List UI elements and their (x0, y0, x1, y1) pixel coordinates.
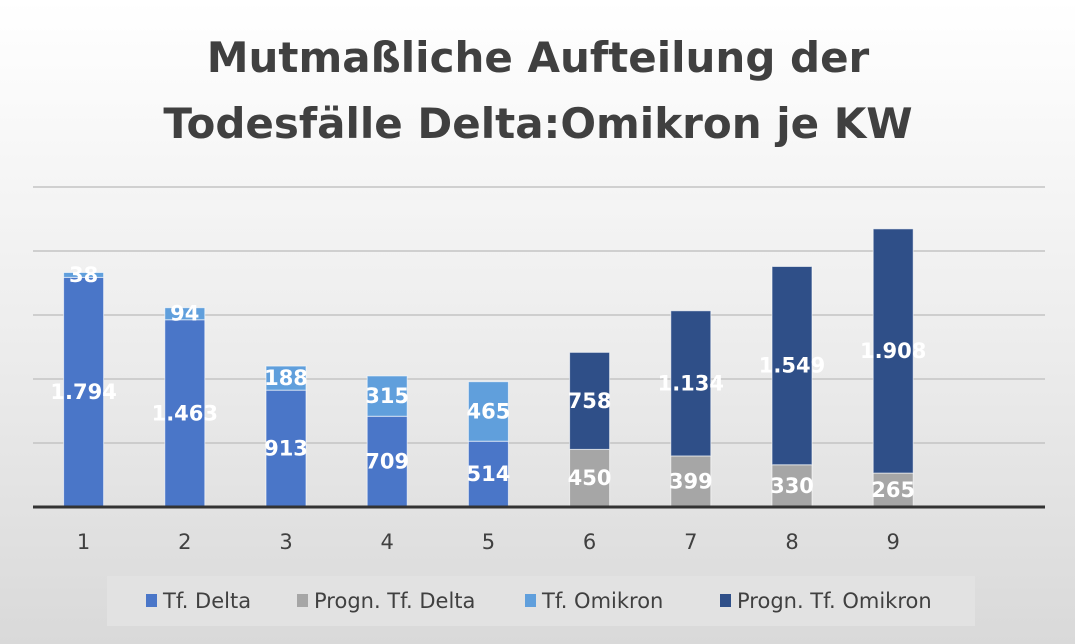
data-labels: 1.794 38 1.463 94 913 188 709 315 514 465 450 758 39… (50, 263, 926, 502)
data-label: 913 (264, 437, 308, 461)
data-label: 94 (170, 302, 199, 326)
legend (107, 576, 975, 626)
legend-swatch (146, 594, 157, 607)
legend-label: Progn. Tf. Delta (314, 589, 475, 613)
bar-segment (366, 415, 408, 508)
bars (63, 228, 914, 508)
x-tick-label: 1 (77, 530, 90, 554)
bar-segment (265, 389, 307, 508)
bar-segment (164, 307, 206, 321)
data-label: 330 (770, 474, 814, 498)
x-tick-label: 8 (785, 530, 798, 554)
data-label: 1.549 (759, 354, 825, 378)
data-label: 38 (69, 263, 98, 287)
data-label: 758 (568, 389, 612, 413)
chart-title-line-1: Mutmaßliche Aufteilung der (207, 33, 870, 82)
bar-segment (63, 272, 105, 278)
legend-swatch (297, 594, 308, 607)
data-label: 399 (669, 469, 713, 493)
x-tick-label: 6 (583, 530, 596, 554)
bar-segment (164, 319, 206, 508)
data-label: 514 (466, 462, 510, 486)
x-tick-label: 9 (887, 530, 900, 554)
bar-segment (467, 440, 509, 508)
x-tick-label: 7 (684, 530, 697, 554)
data-label: 450 (568, 466, 612, 490)
legend-label: Tf. Omikron (541, 589, 663, 613)
bar-segment (771, 265, 813, 466)
x-tick-label: 2 (178, 530, 191, 554)
legend-swatch (720, 594, 731, 607)
legend-items: Tf. Delta Progn. Tf. Delta Tf. Omikron Prog… (146, 589, 932, 613)
data-label: 265 (871, 478, 915, 502)
legend-label: Tf. Delta (162, 589, 251, 613)
legend-swatch (525, 594, 536, 607)
bar-segment (366, 375, 408, 417)
data-label: 188 (264, 366, 308, 390)
chart-title-line-2: Todesfälle Delta:Omikron je KW (163, 99, 912, 148)
data-label: 1.134 (658, 371, 724, 395)
data-label: 315 (365, 384, 409, 408)
bar-segment (63, 276, 105, 508)
data-label: 1.794 (50, 380, 116, 404)
data-label: 465 (466, 399, 510, 423)
x-tick-label: 3 (279, 530, 292, 554)
data-label: 1.908 (860, 339, 926, 363)
legend-label: Progn. Tf. Omikron (737, 589, 932, 613)
data-label: 709 (365, 450, 409, 474)
bar-segment (872, 228, 914, 474)
bar-segment (265, 365, 307, 391)
x-tick-label: 4 (381, 530, 394, 554)
x-tick-labels: 1 2 3 4 5 6 7 8 9 (77, 530, 900, 554)
bar-segment (670, 455, 712, 508)
x-tick-label: 5 (482, 530, 495, 554)
bar-segment (771, 464, 813, 508)
bar-segment (467, 381, 509, 442)
bar-segment (569, 448, 611, 508)
data-label: 1.463 (152, 401, 218, 425)
bar-segment (569, 351, 611, 450)
bar-segment (670, 310, 712, 457)
